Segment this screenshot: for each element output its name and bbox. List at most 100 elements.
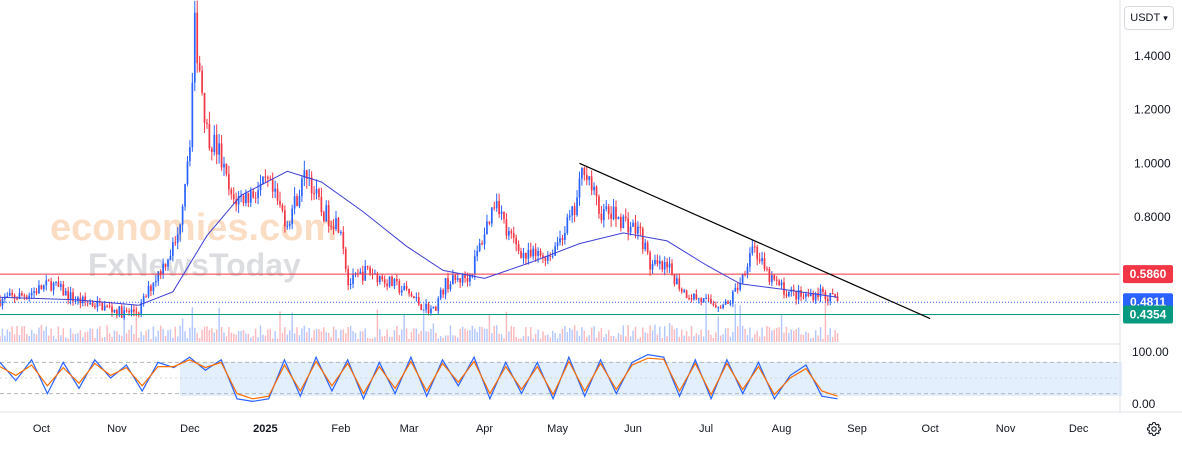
- candle-body: [30, 292, 33, 296]
- volume-bar: [474, 328, 476, 342]
- time-tick-label: Apr: [476, 423, 493, 435]
- candle-body: [812, 293, 815, 301]
- candle-body: [305, 170, 308, 179]
- volume-bar: [362, 331, 364, 342]
- settings-button[interactable]: [1143, 418, 1165, 440]
- volume-bar: [712, 337, 715, 342]
- stochastic-pane: 100.00 0.00: [0, 345, 1169, 411]
- candle-body: [775, 279, 778, 281]
- volume-bar: [430, 328, 432, 342]
- volume-bar: [437, 338, 439, 342]
- candle-body: [539, 250, 542, 256]
- volume-bar: [454, 335, 457, 342]
- candle-body: [391, 276, 393, 287]
- candle-body: [142, 296, 145, 303]
- candle-body: [291, 208, 294, 225]
- volume-bar: [123, 303, 125, 342]
- volume-bar: [746, 334, 749, 342]
- candle-body: [67, 290, 70, 300]
- volume-bar: [233, 333, 235, 342]
- volume-bar: [213, 332, 215, 342]
- volume-bar: [822, 338, 824, 342]
- candle-body: [585, 174, 588, 180]
- candle-body: [21, 293, 23, 296]
- candle-body: [598, 196, 600, 214]
- volume-bar: [435, 332, 437, 342]
- candle-body: [671, 263, 673, 275]
- candle-body: [57, 281, 60, 287]
- candle-body: [673, 274, 676, 285]
- volume-bar: [805, 331, 807, 342]
- volume-bar: [18, 335, 21, 342]
- volume-bar: [320, 331, 323, 342]
- candle-body: [413, 296, 415, 299]
- volume-bar: [831, 337, 834, 342]
- candle-body: [573, 206, 576, 216]
- candle-body: [235, 199, 238, 205]
- candle-body: [96, 300, 99, 308]
- candle-body: [705, 297, 707, 299]
- volume-bar: [101, 337, 103, 342]
- candle-body: [69, 292, 72, 300]
- volume-bar: [167, 330, 169, 342]
- volume-bar: [622, 325, 625, 342]
- candle-body: [593, 186, 595, 191]
- candle-body: [28, 295, 31, 299]
- candle-body: [707, 297, 710, 299]
- candle-body: [315, 189, 318, 194]
- candle-body: [327, 205, 330, 226]
- candle-body: [218, 143, 220, 155]
- candle-body: [639, 226, 642, 229]
- candle-body: [422, 309, 425, 311]
- volume-bar: [695, 333, 698, 342]
- volume-bar: [627, 325, 629, 342]
- candle-body: [714, 305, 717, 308]
- volume-bar: [269, 328, 271, 342]
- volume-bar: [254, 328, 257, 342]
- candle-body: [108, 305, 111, 307]
- candle-body: [805, 294, 807, 297]
- currency-selector-button[interactable]: USDT ▾: [1124, 6, 1174, 30]
- candle-body: [52, 282, 55, 291]
- volume-bar: [449, 325, 452, 342]
- volume-bar: [403, 314, 405, 342]
- candle-body: [169, 255, 172, 261]
- candle-body: [612, 206, 615, 219]
- candle-body: [617, 216, 620, 220]
- volume-bar: [444, 335, 447, 342]
- candle-body: [181, 206, 184, 225]
- candle-body: [595, 186, 598, 197]
- volume-bar: [194, 327, 196, 342]
- volume-bar: [452, 335, 454, 342]
- candle-body: [266, 177, 269, 179]
- volume-bar: [211, 328, 213, 342]
- volume-bar: [688, 336, 690, 342]
- volume-bar: [663, 326, 666, 342]
- volume-bar: [313, 330, 315, 342]
- volume-bar: [517, 338, 520, 342]
- candle-body: [77, 297, 79, 301]
- volume-bar: [632, 330, 634, 342]
- candle-body: [693, 293, 695, 300]
- candle-body: [196, 12, 199, 64]
- volume-bar: [620, 334, 622, 342]
- price-tick-label: 1.2000: [1134, 103, 1171, 117]
- volume-bar: [33, 333, 35, 342]
- volume-bar: [564, 325, 566, 342]
- candle-body: [449, 284, 452, 290]
- candle-body: [405, 286, 408, 289]
- volume-bar: [488, 314, 491, 342]
- candle-body: [393, 278, 396, 287]
- trendline[interactable]: [579, 162, 931, 320]
- volume-bar: [84, 332, 86, 342]
- time-tick-label: May: [547, 423, 568, 435]
- volume-bar: [245, 333, 247, 342]
- candle-body: [361, 271, 364, 281]
- volume-bar: [21, 326, 23, 342]
- candle-body: [442, 289, 444, 295]
- candle-body: [829, 293, 832, 302]
- volume-bar: [586, 336, 588, 342]
- volume-bar: [235, 334, 237, 342]
- time-tick-label: Oct: [922, 423, 939, 435]
